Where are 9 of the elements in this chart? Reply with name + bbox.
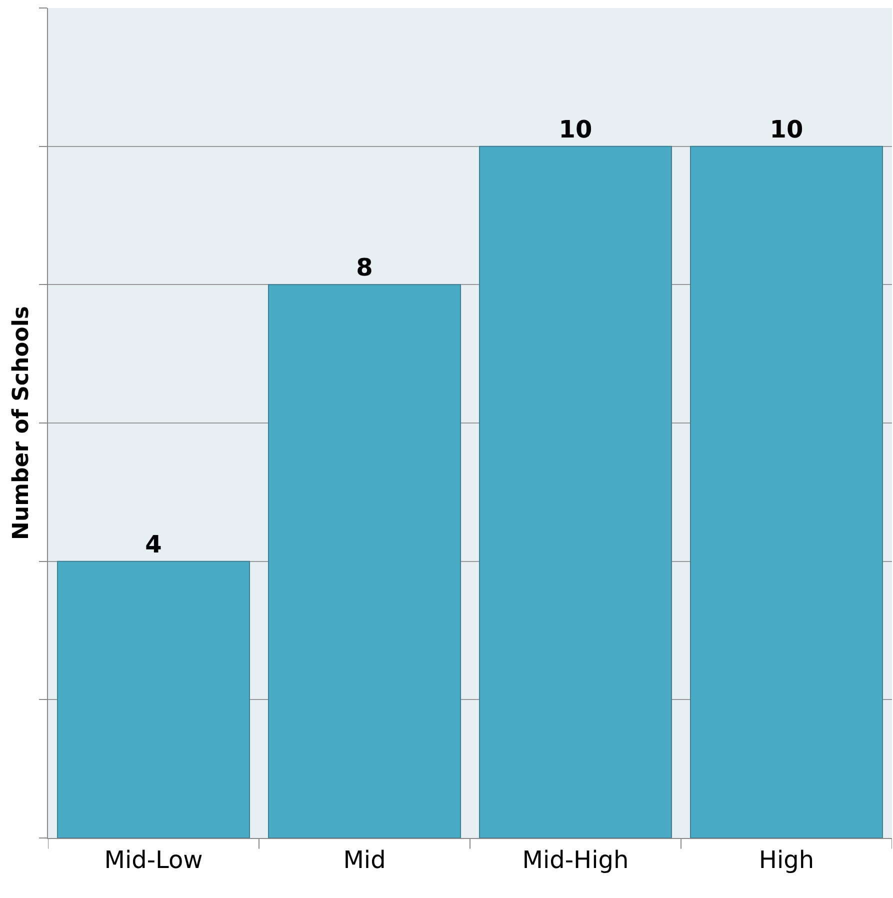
- data-label: 10: [770, 115, 804, 144]
- x-tick-label: Mid-High: [522, 846, 629, 874]
- x-tick-label: High: [758, 846, 814, 874]
- x-tick-label: Mid-Low: [104, 846, 203, 874]
- data-label: 4: [145, 530, 162, 558]
- x-tick-label: Mid: [343, 846, 386, 874]
- data-label: 8: [356, 254, 373, 282]
- y-axis-title: Number of Schools: [8, 306, 34, 540]
- data-label: 10: [558, 115, 592, 144]
